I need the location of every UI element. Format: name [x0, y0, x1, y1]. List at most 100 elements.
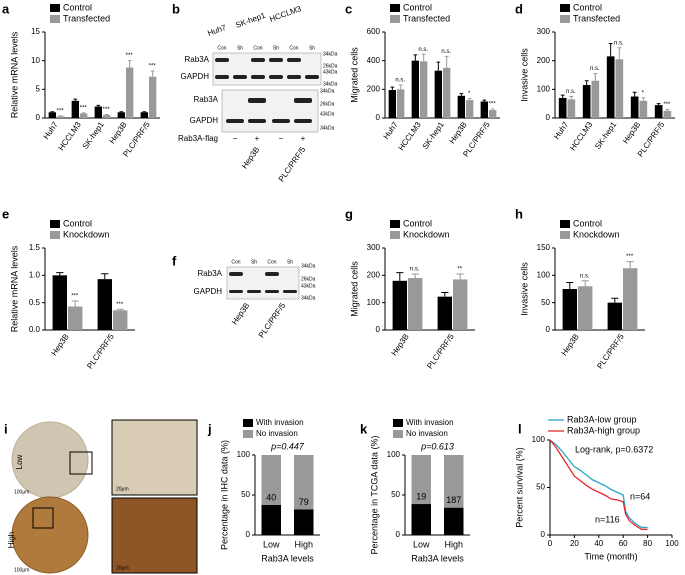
legend-swatch — [393, 419, 403, 427]
bar — [420, 61, 428, 118]
bar — [57, 116, 65, 118]
y-axis-label: Percentage in IHC data (%) — [219, 440, 229, 550]
bar — [408, 278, 423, 330]
legend-label: Control — [63, 218, 92, 228]
row-label: Rab3A-flag — [178, 134, 218, 143]
y-tick-label: 100 — [532, 435, 546, 444]
bar — [591, 80, 600, 118]
x-tick-label: SK-hep1 — [593, 120, 619, 151]
count-label: 24 — [266, 523, 276, 533]
y-axis-label: Relative mRNA levels — [9, 31, 19, 118]
bar — [113, 310, 128, 330]
x-tick-label: HCCLM3 — [57, 120, 84, 153]
significance: n.s. — [395, 78, 405, 84]
legend-swatch — [50, 4, 60, 12]
y-tick-label: 100 — [367, 298, 381, 307]
blot — [226, 266, 300, 300]
legend-label: With invasion — [406, 418, 454, 427]
error-bar — [58, 115, 63, 117]
error-bar — [56, 272, 64, 276]
y-tick-label: 0 — [376, 113, 381, 122]
y-tick-label: 50 — [541, 298, 550, 307]
sign: + — [255, 134, 260, 143]
significance: *** — [149, 64, 157, 70]
significance: n.s. — [418, 47, 428, 53]
sign: − — [279, 134, 284, 143]
p-value: p=0.447 — [270, 441, 305, 451]
error-bar — [459, 93, 464, 96]
blot-b: b Huh7 SK-hep1 HCCLM3 Con Sh Con Sh Con … — [172, 1, 338, 183]
bar — [489, 110, 497, 118]
bar — [437, 296, 452, 330]
x-tick-label: Low — [263, 539, 280, 549]
legend-label: Transfected — [63, 13, 110, 23]
bar — [48, 112, 56, 118]
legend-swatch — [243, 419, 253, 427]
marker: 34kDa — [323, 81, 338, 87]
y-tick-label: 200 — [537, 56, 551, 65]
y-tick-label: 100 — [537, 270, 551, 279]
cell-line: PLC/PRF/5 — [277, 145, 308, 184]
marker: 34kDa — [320, 125, 335, 131]
panel-label: i — [4, 421, 8, 436]
y-tick-label: 0 — [246, 530, 251, 539]
bar — [80, 113, 88, 118]
y-tick-label: 50 — [536, 483, 545, 492]
bar-segment — [261, 455, 281, 505]
bar — [578, 286, 593, 330]
bar — [654, 105, 663, 118]
bar — [639, 100, 648, 118]
marker: 34kDa — [301, 263, 316, 269]
y-axis-label: Migrated cells — [349, 47, 359, 103]
bar — [149, 76, 157, 118]
bar — [623, 268, 638, 330]
x-tick-label: Hep3B — [559, 332, 580, 357]
error-bar — [390, 86, 395, 91]
y-tick-label: 15 — [31, 27, 40, 36]
y-tick-label: 0.0 — [29, 325, 41, 334]
count-label: 37 — [299, 523, 309, 533]
error-bar — [150, 70, 155, 77]
bar — [52, 275, 67, 330]
error-bar — [73, 98, 78, 101]
scale-bar: 20μm — [116, 565, 129, 571]
bar-segment — [444, 507, 464, 535]
panel-label: k — [360, 421, 368, 436]
significance: n.s. — [441, 49, 451, 55]
legend-label: Transfected — [403, 13, 450, 23]
row-label: Rab3A — [198, 269, 223, 278]
error-bar — [116, 308, 124, 311]
error-bar — [566, 281, 574, 289]
y-tick-label: 100 — [237, 450, 251, 459]
legend-swatch — [50, 231, 60, 239]
error-bar — [467, 98, 472, 101]
blot — [212, 52, 322, 86]
scale-bar: 20μm — [116, 486, 129, 492]
bar — [117, 112, 125, 118]
marker: 43kDa — [323, 69, 338, 75]
y-tick-label: 200 — [367, 270, 381, 279]
x-tick-label: Hep3B — [107, 120, 128, 145]
count-label: 97 — [449, 523, 459, 533]
x-tick-label: Huh7 — [42, 120, 61, 141]
error-bar — [490, 108, 495, 111]
legend-swatch — [390, 15, 400, 23]
x-axis-label: Rab3A levels — [411, 553, 464, 563]
significance: n.s. — [580, 273, 590, 279]
y-tick-label: 1.0 — [29, 270, 41, 279]
significance: *** — [57, 108, 65, 114]
error-bar — [436, 61, 441, 71]
zoom-image — [111, 419, 198, 496]
error-bar — [611, 297, 619, 303]
x-tick-label: HCCLM3 — [568, 120, 595, 153]
panel-label: c — [345, 1, 352, 16]
legend-label: Control — [403, 2, 432, 12]
x-tick-label: PLC/PRF/5 — [425, 332, 456, 371]
cell-line: Huh7 — [206, 23, 228, 38]
bar — [615, 59, 624, 118]
y-axis-label: Relative mRNA levels — [9, 245, 19, 332]
cell-line: HCCLM3 — [268, 4, 303, 24]
bar-segment — [294, 509, 314, 535]
error-bar — [127, 60, 132, 68]
